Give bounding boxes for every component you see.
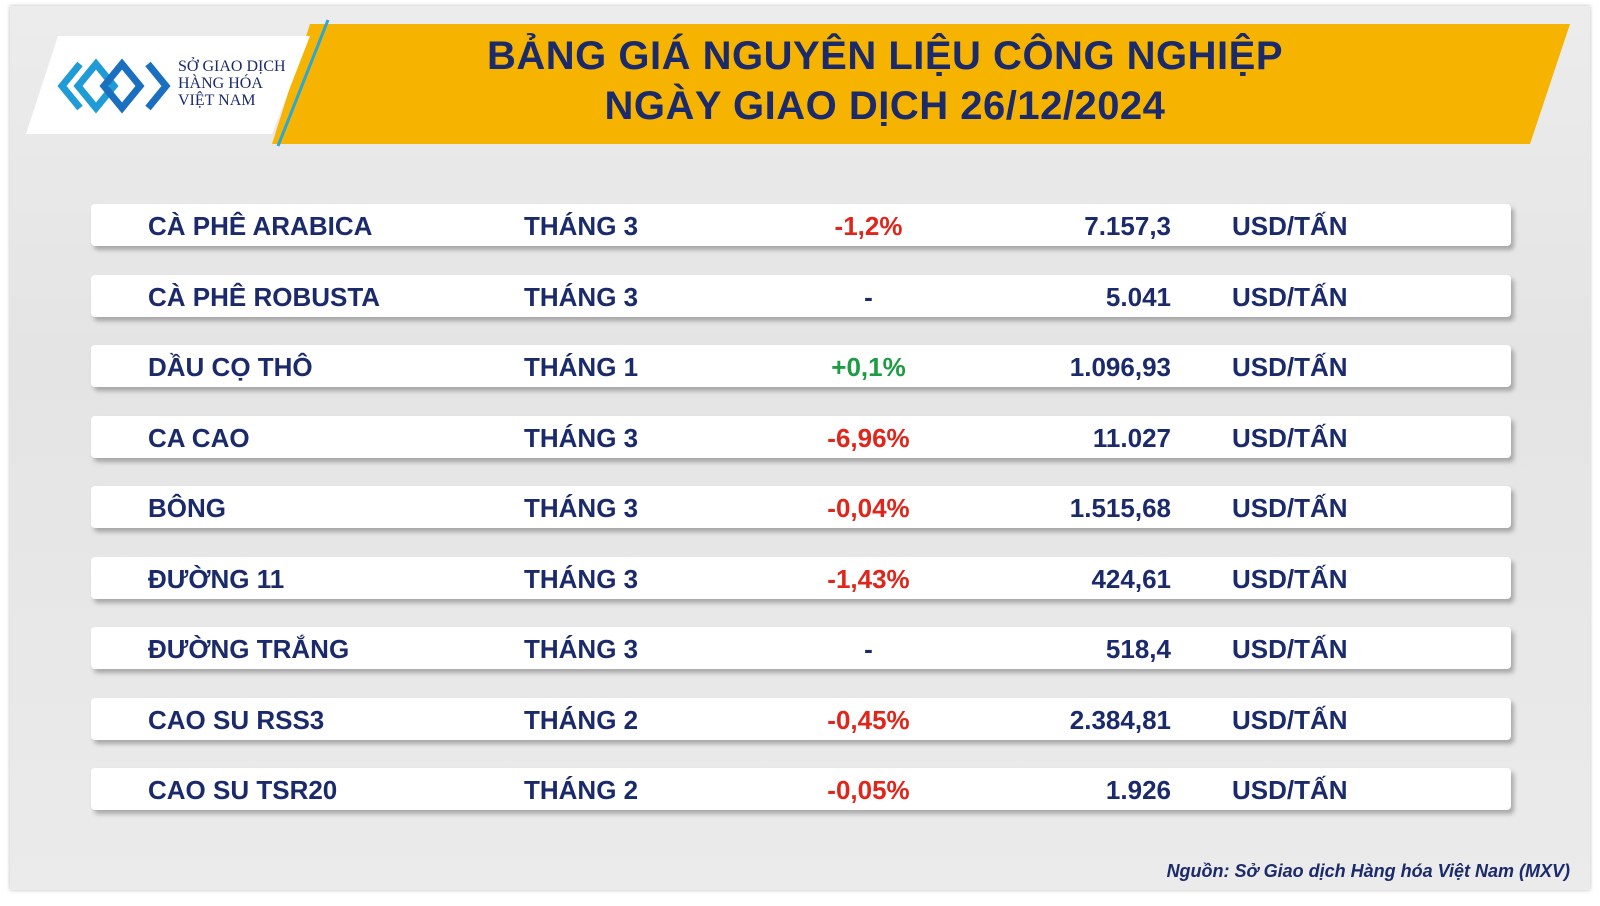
commodity: BÔNG bbox=[148, 493, 226, 523]
commodity: CAO SU RSS3 bbox=[148, 704, 325, 735]
unit: USD/TẤN bbox=[1232, 281, 1348, 312]
table-row: ĐƯỜNG TRẮNG THÁNG 3 - 518,4 USD/TẤN bbox=[91, 627, 1511, 669]
contract-month: THÁNG 2 bbox=[524, 704, 639, 735]
change: -1,43% bbox=[827, 563, 910, 594]
table-row: CÀ PHÊ ROBUSTA THÁNG 3 - 5.041 USD/TẤN bbox=[91, 274, 1511, 317]
table-row: CAO SU TSR20 THÁNG 2 -0,05% 1.926 USD/TẤN bbox=[91, 768, 1511, 810]
price: 11.027 bbox=[1092, 422, 1171, 453]
change: -0,05% bbox=[827, 775, 910, 805]
contract-month: THÁNG 2 bbox=[524, 775, 639, 805]
contract-month: THÁNG 3 bbox=[524, 211, 639, 241]
source-note: Nguồn: Sở Giao dịch Hàng hóa Việt Nam (M… bbox=[1166, 861, 1570, 881]
table-row: CAO SU RSS3 THÁNG 2 -0,45% 2.384,81 USD/TẤN bbox=[91, 697, 1511, 740]
contract-month: THÁNG 3 bbox=[524, 634, 639, 664]
contract-month: THÁNG 3 bbox=[524, 493, 639, 523]
title-band bbox=[272, 24, 1570, 144]
change: -0,04% bbox=[827, 493, 910, 523]
price: 424,61 bbox=[1091, 563, 1171, 594]
table-row: DẦU CỌ THÔ THÁNG 1 +0,1% 1.096,93 USD/TẤN bbox=[91, 345, 1511, 387]
logo-mark bbox=[57, 58, 171, 114]
price: 1.096,93 bbox=[1069, 352, 1171, 382]
price: 2.384,81 bbox=[1069, 704, 1171, 735]
change: - bbox=[864, 634, 873, 664]
unit: USD/TẤN bbox=[1232, 704, 1348, 735]
price: 7.157,3 bbox=[1084, 211, 1171, 241]
contract-month: THÁNG 3 bbox=[524, 422, 639, 453]
unit: USD/TẤN bbox=[1232, 422, 1348, 453]
logo-text: VIỆT NAM bbox=[178, 92, 256, 109]
change: -6,96% bbox=[827, 422, 910, 453]
table-row: ĐƯỜNG 11 THÁNG 3 -1,43% 424,61 USD/TẤN bbox=[91, 556, 1511, 599]
commodity: CAO SU TSR20 bbox=[148, 775, 338, 805]
title: NGÀY GIAO DỊCH 26/12/2024 bbox=[604, 84, 1166, 128]
title: BẢNG GIÁ NGUYÊN LIỆU CÔNG NGHIỆP bbox=[486, 34, 1284, 78]
logo-text: SỞ GIAO DỊCH bbox=[178, 58, 286, 75]
commodity: CÀ PHÊ ARABICA bbox=[148, 211, 373, 241]
unit: USD/TẤN bbox=[1232, 493, 1348, 523]
price: 1.926 bbox=[1105, 775, 1171, 805]
contract-month: THÁNG 1 bbox=[524, 352, 639, 382]
infographic: SỞ GIAO DỊCH HÀNG HÓA VIỆT NAM BẢNG GIÁ … bbox=[10, 6, 1590, 890]
change: -1,2% bbox=[834, 211, 903, 241]
contract-month: THÁNG 3 bbox=[524, 281, 639, 312]
unit: USD/TẤN bbox=[1232, 352, 1348, 382]
table-row: BÔNG THÁNG 3 -0,04% 1.515,68 USD/TẤN bbox=[91, 486, 1511, 528]
contract-month: THÁNG 3 bbox=[524, 563, 639, 594]
accent-line bbox=[276, 19, 330, 147]
commodity: DẦU CỌ THÔ bbox=[148, 352, 313, 382]
unit: USD/TẤN bbox=[1232, 634, 1348, 664]
logo-text: HÀNG HÓA bbox=[178, 75, 263, 92]
change: - bbox=[864, 281, 873, 312]
commodity: ĐƯỜNG 11 bbox=[148, 563, 285, 594]
commodity: ĐƯỜNG TRẮNG bbox=[148, 634, 350, 664]
change: +0,1% bbox=[831, 352, 906, 382]
banner bbox=[26, 19, 1570, 147]
table-row: CA CAO THÁNG 3 -6,96% 11.027 USD/TẤN bbox=[91, 415, 1511, 458]
commodity: CA CAO bbox=[148, 422, 250, 453]
table-row: CÀ PHÊ ARABICA THÁNG 3 -1,2% 7.157,3 USD/TẤN bbox=[91, 204, 1511, 246]
unit: USD/TẤN bbox=[1232, 775, 1348, 805]
price: 1.515,68 bbox=[1069, 493, 1171, 523]
price: 518,4 bbox=[1105, 634, 1171, 664]
change: -0,45% bbox=[827, 704, 910, 735]
unit: USD/TẤN bbox=[1232, 211, 1348, 241]
commodity: CÀ PHÊ ROBUSTA bbox=[148, 281, 381, 312]
unit: USD/TẤN bbox=[1232, 563, 1348, 594]
price: 5.041 bbox=[1105, 281, 1171, 312]
